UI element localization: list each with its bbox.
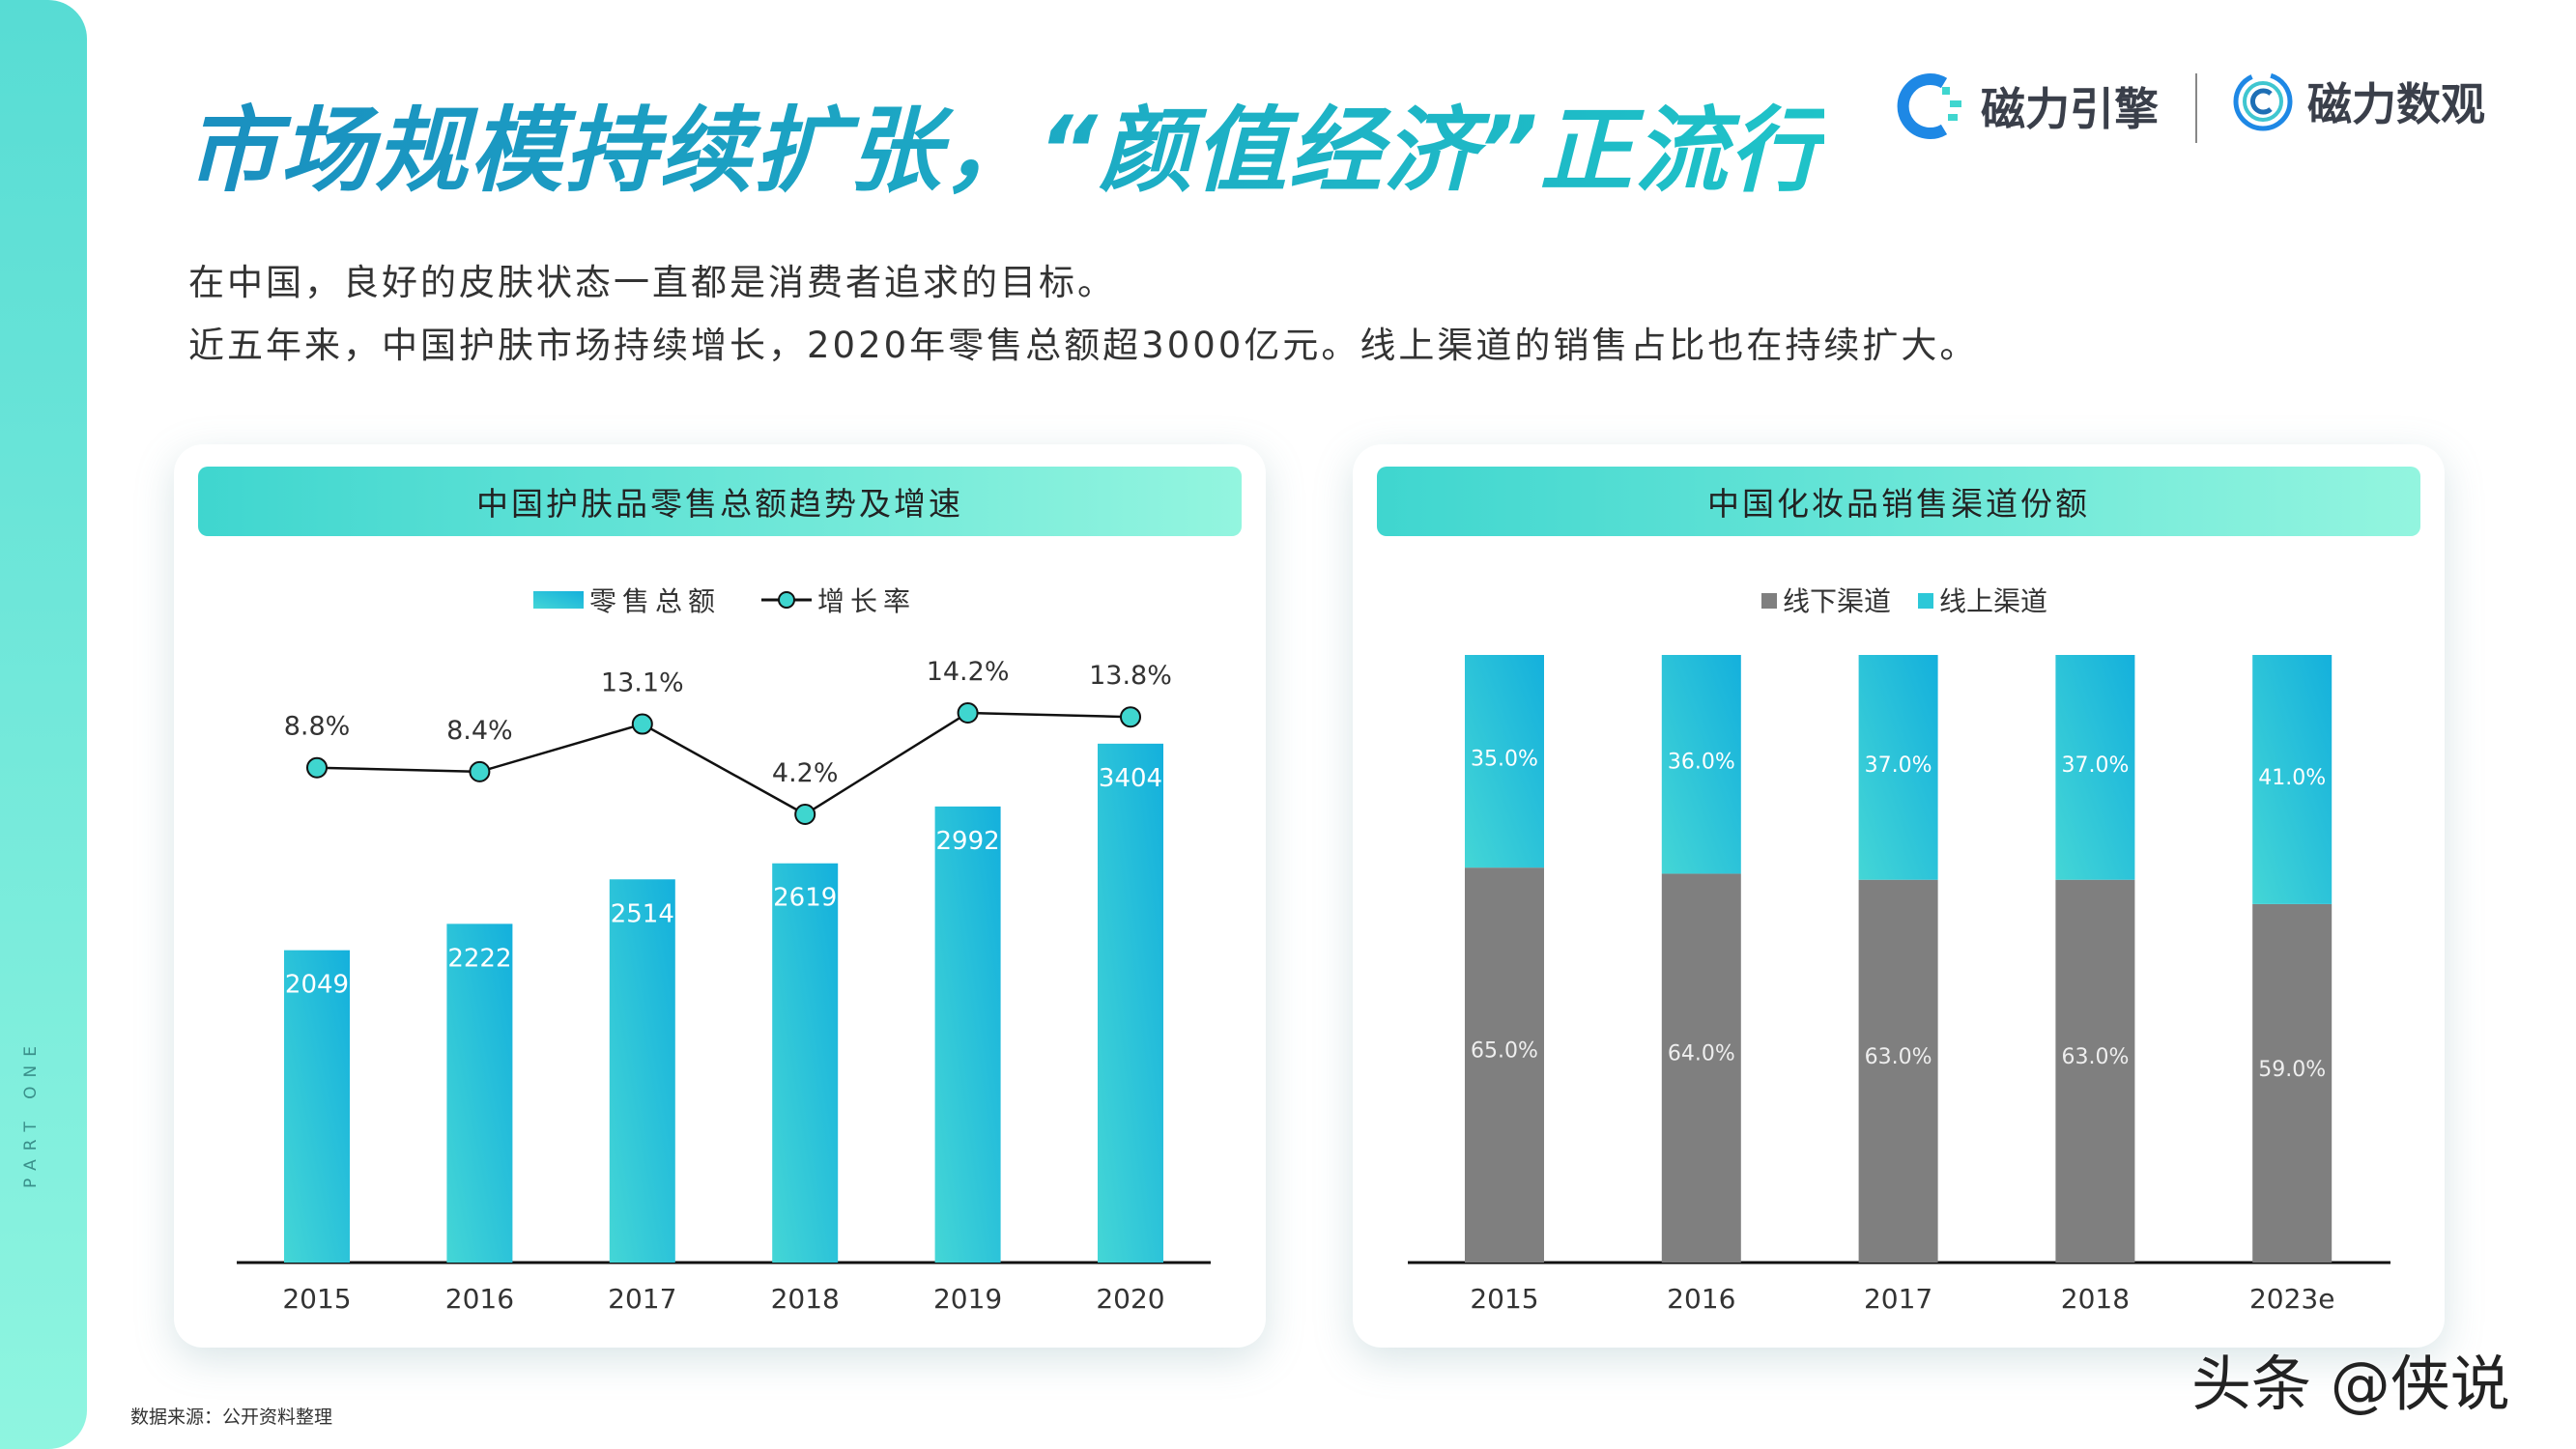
x-tick-2016: 2016 [445,1283,514,1315]
legend-swatch-retail [533,591,584,609]
growth-point-2020 [1120,706,1141,728]
x-tick-2015: 2015 [282,1283,351,1315]
retail-chart-card: 中国护肤品零售总额趋势及增速 [174,444,1266,1348]
online-label-2023e: 41.0% [2258,766,2326,790]
x-tick-2019: 2019 [933,1283,1002,1315]
logo-cili-engine: 磁力引擎 [1894,70,2159,143]
legend-label-offline: 线下渠道 [1783,585,1891,617]
online-bar-2017 [1858,655,1938,880]
retail-chart-title: 中国护肤品零售总额趋势及增速 [198,467,1242,536]
page-title: 市场规模持续扩张，“颜值经济”正流行 [186,75,1824,210]
x-tick-2017: 2017 [1864,1283,1932,1315]
offline-label-2017: 63.0% [1865,1045,1932,1069]
growth-label-2017: 13.1% [601,668,684,698]
subtitle-line-1: 在中国，良好的皮肤状态一直都是消费者追求的目标。 [188,262,1116,303]
offline-label-2018: 63.0% [2061,1045,2129,1069]
offline-bar-2017 [1858,879,1938,1263]
legend-swatch-offline [1761,593,1777,609]
bar-2020 [1098,743,1163,1263]
offline-bar-2023e [2252,903,2333,1263]
bar-label-2016: 2222 [447,944,511,973]
data-source: 数据来源：公开资料整理 [130,1406,333,1428]
legend-label-online: 线上渠道 [1939,585,2047,617]
growth-label-2020: 13.8% [1089,661,1172,691]
legend-label-growth: 增长率 [817,585,916,617]
logo-text: 磁力引擎 [1981,83,2159,135]
growth-label-2019: 14.2% [927,657,1010,687]
legend-swatch-online [1918,593,1933,609]
offline-bar-2016 [1661,873,1741,1263]
x-tick-2016: 2016 [1667,1283,1735,1315]
online-label-2018: 37.0% [2061,753,2129,778]
x-tick-2015: 2015 [1470,1283,1538,1315]
logo-cili-shuguan: 磁力数观 [2232,70,2485,133]
growth-label-2015: 8.8% [284,712,351,742]
logo-divider [2195,73,2197,143]
bar-2015 [284,950,350,1263]
x-tick-2018: 2018 [771,1283,840,1315]
x-tick-2020: 2020 [1096,1283,1164,1315]
offline-label-2015: 65.0% [1471,1038,1538,1063]
channel-chart-title: 中国化妆品销售渠道份额 [1377,467,2420,536]
bar-2016 [446,923,513,1263]
legend-marker-growth [778,591,795,609]
online-label-2017: 37.0% [1865,753,1932,778]
offline-bar-2018 [2055,879,2135,1263]
online-label-2016: 36.0% [1668,751,1735,775]
bar-label-2018: 2619 [773,884,837,913]
bar-2018 [772,863,839,1263]
side-strip [0,0,87,1449]
x-tick-2023e: 2023e [2249,1283,2334,1315]
growth-label-2018: 4.2% [772,758,839,788]
legend-label-retail: 零售总额 [589,585,721,617]
online-bar-2015 [1465,655,1544,868]
x-tick-2017: 2017 [608,1283,676,1315]
cili-shuguan-icon [2233,71,2293,131]
cili-engine-icon [1897,73,1961,139]
bar-2017 [609,879,675,1263]
offline-bar-2015 [1465,867,1544,1263]
bar-label-2017: 2514 [611,899,674,928]
bar-2019 [934,806,1001,1263]
watermark: 头条 @侠说 [2191,1349,2510,1419]
online-bar-2023e [2252,655,2333,904]
growth-line [316,711,1131,816]
online-label-2015: 35.0% [1471,747,1538,771]
growth-point-2016 [469,760,491,782]
bar-label-2015: 2049 [285,971,349,1000]
growth-label-2016: 8.4% [446,716,513,746]
growth-point-2018 [794,804,816,825]
x-tick-2018: 2018 [2061,1283,2130,1315]
growth-point-2019 [957,702,979,724]
subtitle-line-2: 近五年来，中国护肤市场持续增长，2020年零售总额超3000亿元。线上渠道的销售… [188,325,1979,366]
growth-point-2017 [631,713,653,735]
online-bar-2016 [1661,655,1741,874]
growth-point-2015 [306,756,328,779]
online-bar-2018 [2055,655,2135,880]
bar-label-2019: 2992 [936,827,1000,856]
offline-label-2016: 64.0% [1668,1042,1735,1066]
bar-label-2020: 3404 [1099,764,1162,793]
offline-label-2023e: 59.0% [2258,1058,2326,1082]
logo-text: 磁力数观 [2307,78,2485,130]
